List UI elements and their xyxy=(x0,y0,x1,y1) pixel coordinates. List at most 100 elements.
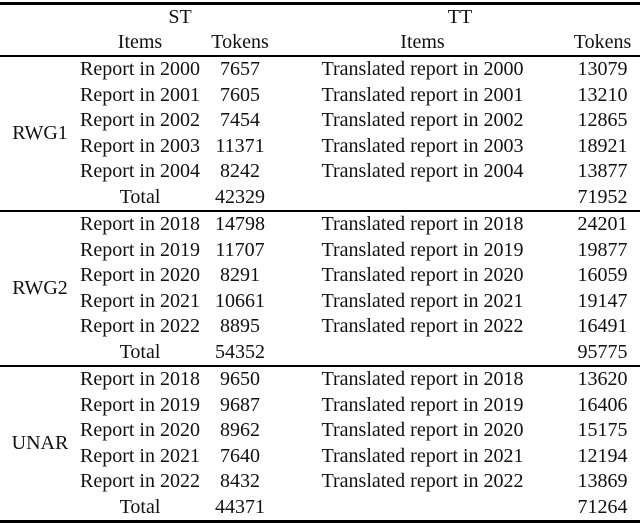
tt-tokens-cell: 12865 xyxy=(577,109,628,132)
group-unar: UNAR Report in 2018 9650 Translated repo… xyxy=(0,366,640,522)
header-tt-items: Items xyxy=(400,30,445,53)
st-tokens-cell: 44371 xyxy=(215,495,265,518)
group-label: RWG1 xyxy=(12,122,68,144)
tt-item-cell: Translated report in 2018 xyxy=(321,368,524,391)
total-row: Total 44371 71264 xyxy=(0,495,640,522)
st-tokens-cell: 8962 xyxy=(220,419,260,442)
tt-tokens-cell: 16059 xyxy=(577,264,628,287)
st-item-cell: Report in 2003 xyxy=(80,134,200,157)
st-item-cell: Report in 2022 xyxy=(80,470,200,493)
table-row: Report in 2003 11371 Translated report i… xyxy=(0,134,640,160)
tt-item-cell: Translated report in 2019 xyxy=(321,238,524,261)
table-row: RWG1 Report in 2000 7657 Translated repo… xyxy=(0,56,640,144)
st-tokens-cell: 8432 xyxy=(220,470,260,493)
tt-tokens-cell: 19877 xyxy=(577,238,628,261)
table-row: Report in 2019 9687 Translated report in… xyxy=(0,393,640,419)
tt-item-cell xyxy=(280,340,565,367)
st-tokens-cell: 7657 xyxy=(220,58,260,81)
st-tokens-cell: 14798 xyxy=(215,213,265,236)
tt-tokens-cell: 24201 xyxy=(577,213,628,236)
tt-item-cell xyxy=(280,185,565,212)
tt-item-cell: Translated report in 2020 xyxy=(321,419,524,442)
st-tokens-cell: 7640 xyxy=(220,444,260,467)
total-row: Total 42329 71952 xyxy=(0,185,640,212)
table-header: ST TT Items Tokens Items Tokens xyxy=(0,4,640,56)
tt-tokens-cell: 16406 xyxy=(577,393,628,416)
header-tt: TT xyxy=(447,5,473,28)
table-row: Report in 2020 8962 Translated report in… xyxy=(0,418,640,444)
table-row: RWG2 Report in 2018 14798 Translated rep… xyxy=(0,211,640,299)
st-item-cell: Total xyxy=(119,340,161,363)
tt-tokens-cell: 13079 xyxy=(577,58,628,81)
tt-item-cell: Translated report in 2004 xyxy=(321,160,524,183)
st-tokens-cell: 8291 xyxy=(220,264,260,287)
st-item-cell: Report in 2021 xyxy=(80,444,200,467)
st-tokens-cell: 10661 xyxy=(215,289,265,312)
st-item-cell: Report in 2019 xyxy=(80,238,200,261)
st-tokens-cell: 8895 xyxy=(220,315,260,338)
tt-tokens-cell: 13869 xyxy=(577,470,628,493)
st-item-cell: Report in 2020 xyxy=(80,419,200,442)
st-tokens-cell: 7454 xyxy=(220,109,260,132)
st-item-cell: Report in 2018 xyxy=(80,213,200,236)
group-rwg1: RWG1 Report in 2000 7657 Translated repo… xyxy=(0,56,640,211)
st-tokens-cell: 42329 xyxy=(215,185,265,208)
st-tokens-cell: 11707 xyxy=(215,238,265,261)
tt-item-cell: Translated report in 2019 xyxy=(321,393,524,416)
total-row: Total 54352 95775 xyxy=(0,340,640,367)
st-item-cell: Report in 2002 xyxy=(80,109,200,132)
group-label: RWG2 xyxy=(12,277,68,299)
tt-item-cell: Translated report in 2002 xyxy=(321,109,524,132)
st-tokens-cell: 9650 xyxy=(220,368,260,391)
st-item-cell: Report in 2004 xyxy=(80,160,200,183)
tt-item-cell: Translated report in 2003 xyxy=(321,134,524,157)
group-rwg2: RWG2 Report in 2018 14798 Translated rep… xyxy=(0,211,640,366)
header-column-row: Items Tokens Items Tokens xyxy=(0,29,640,56)
tt-item-cell: Translated report in 2022 xyxy=(321,315,524,338)
tt-tokens-cell: 12194 xyxy=(577,444,628,467)
table-row: Report in 2019 11707 Translated report i… xyxy=(0,238,640,264)
table-row: Report in 2021 10661 Translated report i… xyxy=(0,289,640,315)
tt-tokens-cell: 15175 xyxy=(577,419,628,442)
tt-item-cell: Translated report in 2022 xyxy=(321,470,524,493)
table-row: Report in 2020 8291 Translated report in… xyxy=(0,263,640,289)
tt-tokens-cell: 19147 xyxy=(577,289,628,312)
tt-tokens-cell: 71952 xyxy=(577,185,628,208)
header-tt-tokens: Tokens xyxy=(573,30,632,53)
table-row: UNAR Report in 2018 9650 Translated repo… xyxy=(0,366,640,454)
st-item-cell: Total xyxy=(119,495,161,518)
group-label: UNAR xyxy=(11,432,69,454)
header-st-items: Items xyxy=(117,30,163,53)
tt-tokens-cell: 13620 xyxy=(577,368,628,391)
table-row: Report in 2001 7605 Translated report in… xyxy=(0,83,640,109)
tt-item-cell: Translated report in 2000 xyxy=(321,58,524,81)
st-item-cell: Report in 2022 xyxy=(80,315,200,338)
header-st: ST xyxy=(168,5,192,28)
table-row: Report in 2002 7454 Translated report in… xyxy=(0,108,640,134)
tt-tokens-cell: 71264 xyxy=(577,495,628,518)
table-row: Report in 2022 8432 Translated report in… xyxy=(0,469,640,495)
tt-tokens-cell: 18921 xyxy=(577,134,628,157)
tt-tokens-cell: 16491 xyxy=(577,315,628,338)
header-span-row: ST TT xyxy=(0,4,640,30)
header-empty-cell xyxy=(0,4,80,30)
header-empty-cell xyxy=(0,29,80,56)
table-row: Report in 2004 8242 Translated report in… xyxy=(0,159,640,185)
tt-item-cell: Translated report in 2021 xyxy=(321,444,524,467)
tt-tokens-cell: 13210 xyxy=(577,83,628,106)
tt-tokens-cell: 95775 xyxy=(577,340,628,363)
st-tokens-cell: 9687 xyxy=(220,393,260,416)
st-tokens-cell: 8242 xyxy=(220,160,260,183)
tt-item-cell: Translated report in 2021 xyxy=(321,289,524,312)
tt-item-cell: Translated report in 2001 xyxy=(321,83,524,106)
st-item-cell: Report in 2020 xyxy=(80,264,200,287)
table-row: Report in 2021 7640 Translated report in… xyxy=(0,444,640,470)
st-item-cell: Total xyxy=(119,185,161,208)
tt-item-cell: Translated report in 2020 xyxy=(321,264,524,287)
tt-item-cell: Translated report in 2018 xyxy=(321,213,524,236)
st-item-cell: Report in 2018 xyxy=(80,368,200,391)
st-item-cell: Report in 2001 xyxy=(80,83,200,106)
st-tokens-cell: 11371 xyxy=(215,134,265,157)
